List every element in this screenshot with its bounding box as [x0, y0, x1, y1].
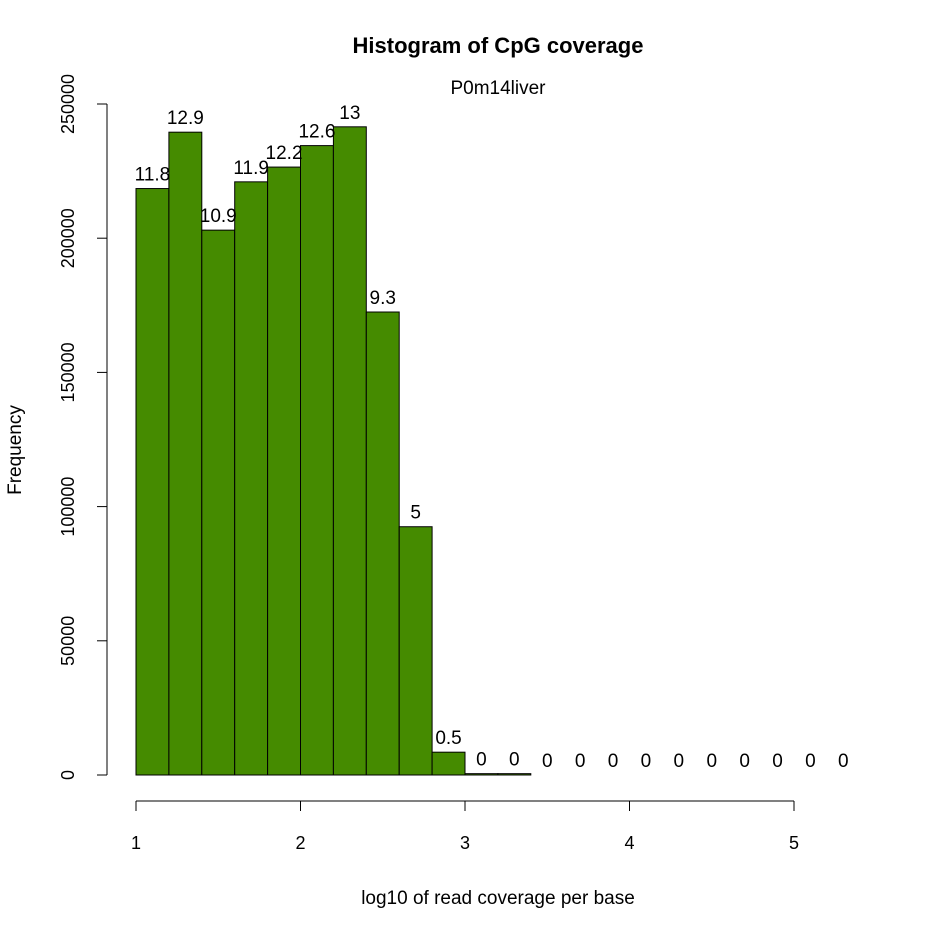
histogram-bar [431, 751, 466, 776]
x-tick-label: 3 [460, 833, 470, 853]
x-tick-label: 4 [624, 833, 634, 853]
bar-value-label: 0 [509, 750, 520, 771]
bar-value-label: 0 [542, 751, 553, 772]
bar-value-label: 10.9 [200, 206, 237, 227]
x-tick-label: 1 [131, 833, 141, 853]
histogram-bar [135, 188, 170, 776]
bar-value-label: 0 [575, 751, 586, 772]
bar-value-label: 9.3 [370, 288, 396, 309]
bar-value-label: 0 [772, 751, 783, 772]
y-axis: 0 50000 100000 150000 200000 250000 [58, 74, 108, 780]
y-tick-label: 0 [58, 770, 78, 780]
histogram-bar [332, 126, 367, 776]
histogram-bar [365, 311, 400, 776]
histogram-bar [464, 773, 499, 776]
bars-group [135, 126, 532, 776]
bar-value-label: 0 [476, 750, 487, 771]
histogram-bar [168, 131, 203, 776]
bar-value-label: 0 [838, 751, 849, 772]
y-tick-label: 100000 [58, 477, 78, 537]
bar-value-label: 13 [339, 103, 360, 124]
bar-value-label: 0 [805, 751, 816, 772]
x-axis-label: log10 of read coverage per base [361, 888, 635, 909]
bar-value-label: 0 [739, 751, 750, 772]
bar-value-label: 0 [706, 751, 717, 772]
histogram-bar [300, 145, 334, 776]
x-tick-label: 2 [295, 833, 305, 853]
histogram-bar [398, 526, 433, 776]
chart-subtitle: P0m14liver [450, 78, 546, 99]
bar-value-label: 0 [674, 751, 685, 772]
y-tick-label: 200000 [58, 208, 78, 268]
bar-value-label: 12.2 [266, 143, 303, 164]
bar-value-label: 0 [641, 751, 652, 772]
x-axis: 1 2 3 4 5 [131, 800, 799, 853]
bar-value-label: 0.5 [435, 728, 461, 749]
y-tick-label: 250000 [58, 74, 78, 134]
histogram-bar [267, 166, 302, 776]
histogram-bar [201, 229, 236, 776]
bar-value-label: 5 [410, 503, 421, 524]
histogram-bar [234, 181, 269, 776]
y-axis-label: Frequency [5, 405, 26, 495]
bar-value-label: 11.9 [233, 158, 269, 179]
bar-value-label: 12.6 [298, 122, 335, 143]
bar-value-label: 12.9 [167, 108, 204, 129]
bar-value-label: 0 [608, 751, 619, 772]
y-tick-label: 150000 [58, 342, 78, 402]
x-tick-label: 5 [789, 833, 799, 853]
histogram-bar [497, 773, 532, 776]
chart-title: Histogram of CpG coverage [353, 33, 644, 58]
bar-value-label: 11.8 [135, 165, 171, 186]
y-tick-label: 50000 [58, 616, 78, 666]
